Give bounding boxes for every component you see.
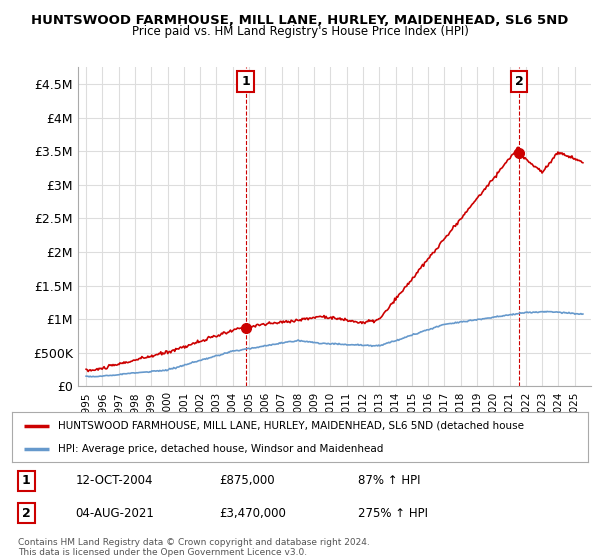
Text: £875,000: £875,000 <box>220 474 275 487</box>
Text: 04-AUG-2021: 04-AUG-2021 <box>76 507 154 520</box>
Text: HUNTSWOOD FARMHOUSE, MILL LANE, HURLEY, MAIDENHEAD, SL6 5ND (detached house: HUNTSWOOD FARMHOUSE, MILL LANE, HURLEY, … <box>58 421 524 431</box>
Text: 1: 1 <box>22 474 31 487</box>
Text: £3,470,000: £3,470,000 <box>220 507 286 520</box>
Text: 87% ↑ HPI: 87% ↑ HPI <box>358 474 420 487</box>
Text: HPI: Average price, detached house, Windsor and Maidenhead: HPI: Average price, detached house, Wind… <box>58 445 383 454</box>
Text: 2: 2 <box>515 75 523 88</box>
Text: Price paid vs. HM Land Registry's House Price Index (HPI): Price paid vs. HM Land Registry's House … <box>131 25 469 38</box>
Text: HUNTSWOOD FARMHOUSE, MILL LANE, HURLEY, MAIDENHEAD, SL6 5ND: HUNTSWOOD FARMHOUSE, MILL LANE, HURLEY, … <box>31 14 569 27</box>
Text: 1: 1 <box>241 75 250 88</box>
Text: 2: 2 <box>22 507 31 520</box>
Text: 12-OCT-2004: 12-OCT-2004 <box>76 474 153 487</box>
Text: 275% ↑ HPI: 275% ↑ HPI <box>358 507 428 520</box>
Text: Contains HM Land Registry data © Crown copyright and database right 2024.
This d: Contains HM Land Registry data © Crown c… <box>18 538 370 557</box>
